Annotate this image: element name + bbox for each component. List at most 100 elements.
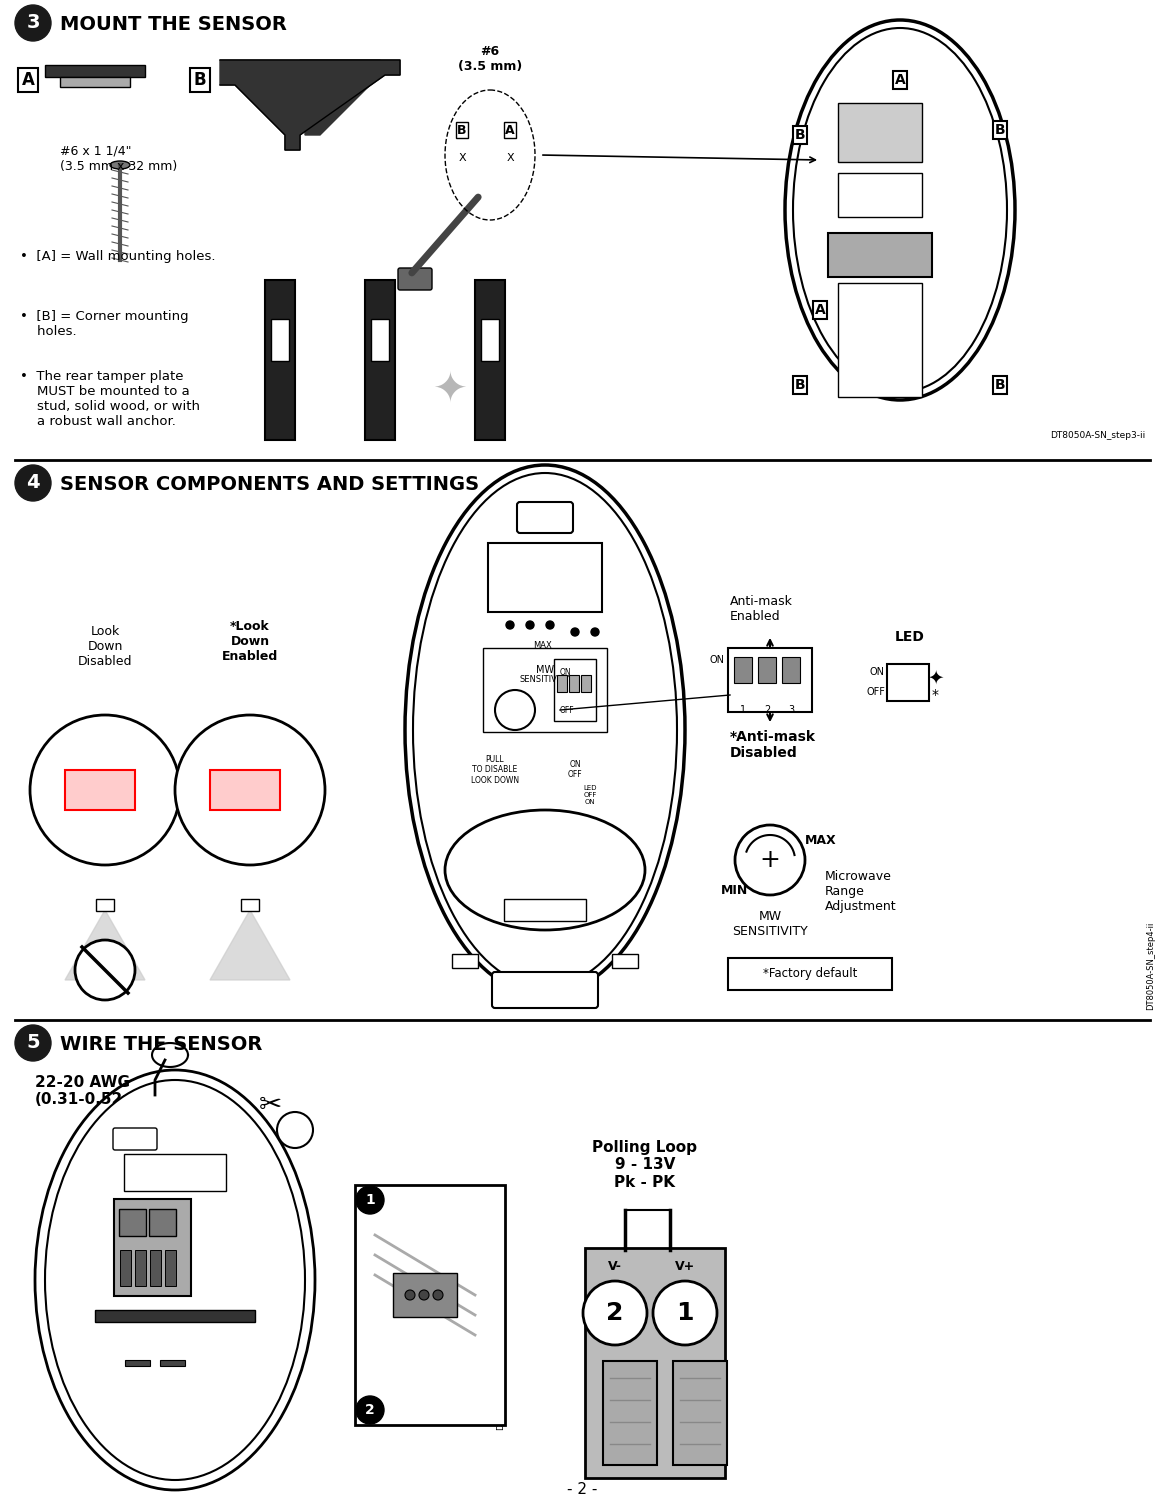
FancyBboxPatch shape (160, 1359, 185, 1365)
FancyBboxPatch shape (557, 675, 566, 692)
Text: 4: 4 (26, 473, 40, 493)
Text: Polling Loop
9 - 13V
Pk - PK: Polling Loop 9 - 13V Pk - PK (593, 1139, 698, 1191)
Ellipse shape (405, 466, 685, 995)
FancyBboxPatch shape (65, 770, 135, 809)
FancyBboxPatch shape (483, 648, 607, 732)
Text: Anti-mask
Enabled: Anti-mask Enabled (730, 595, 793, 622)
Text: ON
OFF: ON OFF (567, 760, 582, 779)
FancyBboxPatch shape (838, 102, 922, 161)
FancyBboxPatch shape (119, 1209, 146, 1236)
Text: B: B (995, 124, 1005, 137)
Text: MIN: MIN (721, 883, 749, 897)
Text: •  [A] = Wall mounting holes.: • [A] = Wall mounting holes. (20, 250, 216, 264)
Text: LED
OFF
ON: LED OFF ON (584, 785, 596, 805)
FancyBboxPatch shape (585, 1248, 725, 1478)
Text: DT8050A-SN_step5-ii: DT8050A-SN_step5-ii (496, 1341, 504, 1430)
FancyBboxPatch shape (728, 958, 892, 990)
Text: 3: 3 (27, 14, 40, 33)
FancyBboxPatch shape (271, 319, 289, 362)
Text: DT8050A-SN_step4-ii: DT8050A-SN_step4-ii (1146, 922, 1155, 1010)
Text: OFF: OFF (560, 705, 574, 714)
FancyBboxPatch shape (887, 665, 929, 701)
FancyBboxPatch shape (782, 657, 800, 683)
Circle shape (591, 628, 599, 636)
FancyBboxPatch shape (365, 280, 395, 440)
Text: 3: 3 (788, 705, 795, 714)
Ellipse shape (414, 473, 677, 987)
Text: X: X (506, 154, 514, 163)
FancyBboxPatch shape (210, 770, 280, 809)
Text: MW: MW (536, 665, 555, 675)
FancyBboxPatch shape (481, 319, 499, 362)
Circle shape (405, 1290, 415, 1301)
Text: A: A (814, 303, 825, 316)
FancyBboxPatch shape (517, 502, 573, 533)
Circle shape (356, 1395, 384, 1424)
Ellipse shape (110, 161, 130, 169)
FancyBboxPatch shape (838, 173, 922, 217)
Circle shape (495, 690, 535, 729)
FancyBboxPatch shape (355, 1185, 504, 1426)
Polygon shape (301, 60, 380, 136)
Text: Microwave
Range
Adjustment: Microwave Range Adjustment (825, 870, 897, 913)
Text: A: A (506, 124, 515, 137)
Circle shape (433, 1290, 443, 1301)
FancyBboxPatch shape (838, 283, 922, 396)
Polygon shape (220, 60, 400, 151)
Text: MAX: MAX (805, 833, 836, 847)
Text: MAX: MAX (534, 640, 552, 650)
Text: •  [B] = Corner mounting
    holes.: • [B] = Corner mounting holes. (20, 310, 189, 338)
Text: SENSITIVITY: SENSITIVITY (520, 675, 570, 684)
Circle shape (277, 1112, 313, 1148)
Text: B: B (193, 71, 206, 89)
Text: WIRE THE SENSOR: WIRE THE SENSOR (61, 1035, 262, 1055)
Text: OFF: OFF (866, 687, 885, 698)
Text: DT8050A-SN_step3-ii: DT8050A-SN_step3-ii (1050, 431, 1145, 440)
FancyBboxPatch shape (673, 1361, 727, 1465)
FancyBboxPatch shape (488, 543, 602, 612)
FancyBboxPatch shape (580, 675, 591, 692)
Circle shape (546, 621, 555, 628)
FancyBboxPatch shape (96, 1310, 255, 1322)
Circle shape (582, 1281, 647, 1346)
FancyBboxPatch shape (125, 1359, 150, 1365)
FancyBboxPatch shape (612, 954, 638, 967)
Text: *Look
Down
Enabled: *Look Down Enabled (221, 619, 278, 663)
Text: B: B (995, 378, 1005, 392)
Text: - 2 -: - 2 - (567, 1483, 598, 1498)
FancyBboxPatch shape (113, 1129, 157, 1150)
Text: A: A (895, 72, 905, 87)
FancyBboxPatch shape (61, 77, 130, 87)
Ellipse shape (445, 809, 645, 930)
Text: B: B (795, 378, 805, 392)
FancyBboxPatch shape (120, 1249, 130, 1285)
FancyBboxPatch shape (45, 65, 144, 77)
Circle shape (654, 1281, 716, 1346)
Circle shape (506, 621, 514, 628)
Circle shape (15, 1025, 51, 1061)
Polygon shape (210, 910, 290, 980)
Text: •  The rear tamper plate
    MUST be mounted to a
    stud, solid wood, or with
: • The rear tamper plate MUST be mounted … (20, 371, 200, 428)
Text: #6
(3.5 mm): #6 (3.5 mm) (458, 45, 522, 72)
Text: +: + (760, 848, 781, 873)
FancyBboxPatch shape (370, 319, 389, 362)
FancyBboxPatch shape (134, 1249, 146, 1285)
FancyBboxPatch shape (393, 1273, 457, 1317)
FancyBboxPatch shape (149, 1249, 161, 1285)
FancyBboxPatch shape (728, 648, 812, 711)
Text: ✦: ✦ (432, 369, 467, 411)
Text: #6 x 1 1/4"
(3.5 mm x 32 mm): #6 x 1 1/4" (3.5 mm x 32 mm) (61, 145, 177, 173)
Ellipse shape (35, 1070, 315, 1490)
FancyBboxPatch shape (504, 900, 586, 921)
Circle shape (571, 628, 579, 636)
Text: 2: 2 (365, 1403, 375, 1417)
FancyBboxPatch shape (123, 1154, 226, 1191)
FancyBboxPatch shape (555, 659, 596, 720)
Text: 2: 2 (606, 1301, 623, 1325)
Text: 1: 1 (365, 1194, 375, 1207)
Text: *: * (932, 689, 939, 702)
Text: Look
Down
Disabled: Look Down Disabled (78, 625, 133, 668)
FancyBboxPatch shape (475, 280, 504, 440)
Text: 1: 1 (676, 1301, 693, 1325)
Text: PULL
TO DISABLE
LOOK DOWN: PULL TO DISABLE LOOK DOWN (471, 755, 520, 785)
